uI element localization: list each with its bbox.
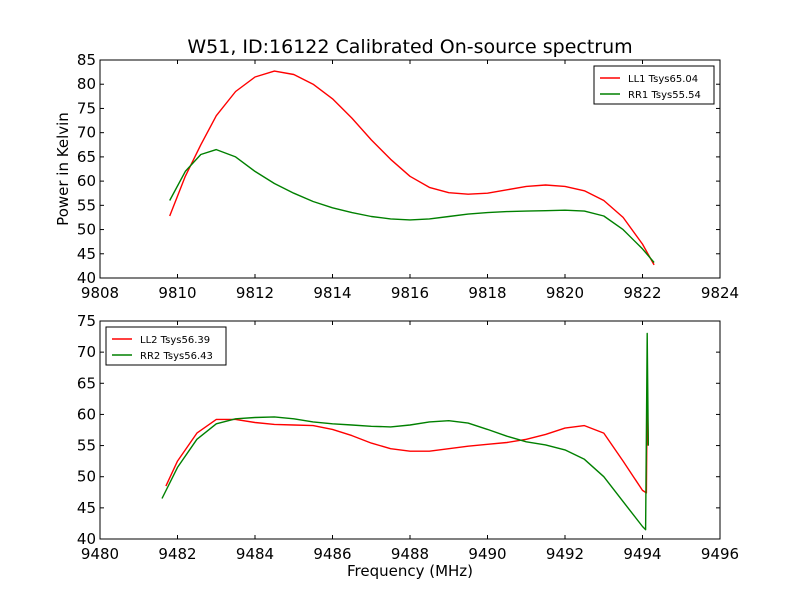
y-axis-label: Power in Kelvin	[54, 112, 72, 226]
x-tick-label: 9822	[623, 284, 661, 302]
x-axis-label: Frequency (MHz)	[347, 562, 473, 580]
x-tick-label: 9482	[158, 545, 196, 563]
y-tick-label: 50	[77, 468, 96, 486]
chart-panel-bottom: 9480 9482 9484 9486 9488 9490 9492 9494 9496 40 45…	[77, 312, 739, 580]
series-line-2	[161, 332, 649, 531]
y-tick-label: 60	[77, 405, 96, 423]
y-tick-label: 65	[77, 148, 96, 166]
chart-panel-top: 9808 9810 9812 9814 9816 9818 9820 9822 9824 40 45…	[54, 51, 739, 302]
x-tick-label: 9808	[81, 284, 119, 302]
y-tick-label: 70	[77, 343, 96, 361]
series-line-2	[169, 148, 655, 263]
y-tick-label: 65	[77, 374, 96, 392]
x-tick-label: 9812	[236, 284, 274, 302]
x-tick-label: 9494	[623, 545, 661, 563]
x-tick-label: 9488	[391, 545, 429, 563]
x-tick-label: 9490	[468, 545, 506, 563]
series-line-1	[169, 70, 655, 266]
y-tick-label: 80	[77, 75, 96, 93]
x-tick-label: 9484	[236, 545, 274, 563]
y-tick-label: 40	[77, 269, 96, 287]
legend-label: RR2 Tsys56.43	[140, 351, 213, 362]
y-tick-label: 55	[77, 196, 96, 214]
x-tick-label: 9816	[391, 284, 429, 302]
y-tick-label: 40	[77, 530, 96, 548]
y-tick-label: 85	[77, 51, 96, 69]
legend-label: LL2 Tsys56.39	[140, 335, 210, 346]
y-tick-label: 55	[77, 437, 96, 455]
x-tick-label: 9480	[81, 545, 119, 563]
legend-label: LL1 Tsys65.04	[628, 74, 698, 85]
x-tick-label: 9820	[546, 284, 584, 302]
legend-box	[105, 326, 227, 366]
x-tick-label: 9814	[313, 284, 351, 302]
series-line-1	[165, 391, 649, 494]
y-tick-label: 50	[77, 221, 96, 239]
y-tick-label: 70	[77, 124, 96, 142]
x-tick-label: 9810	[158, 284, 196, 302]
x-tick-label: 9496	[701, 545, 739, 563]
y-tick-label: 45	[77, 245, 96, 263]
x-tick-label: 9486	[313, 545, 351, 563]
legend-label: RR1 Tsys55.54	[628, 90, 701, 101]
y-tick-label: 45	[77, 499, 96, 517]
y-tick-label: 75	[77, 99, 96, 117]
y-tick-label: 60	[77, 172, 96, 190]
x-tick-label: 9824	[701, 284, 739, 302]
legend-box	[593, 65, 715, 105]
figure-title: W51, ID:16122 Calibrated On-source spect…	[187, 36, 632, 58]
x-tick-label: 9818	[468, 284, 506, 302]
y-tick-label: 75	[77, 312, 96, 330]
x-tick-label: 9492	[546, 545, 584, 563]
